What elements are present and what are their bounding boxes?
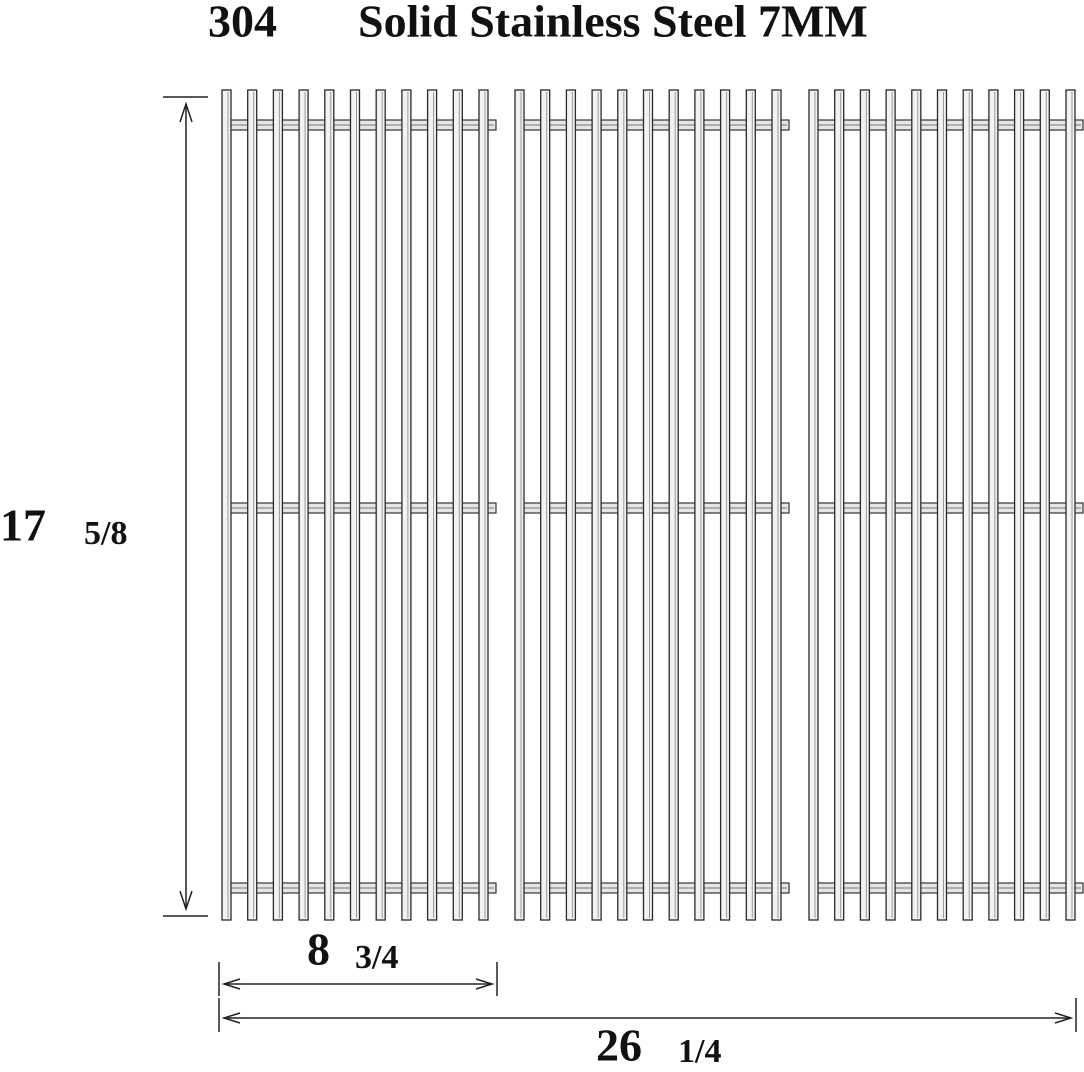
title-grade: 304 (208, 0, 277, 47)
rod (272, 89, 284, 921)
rod (745, 89, 756, 921)
panel-width-whole: 8 (307, 924, 330, 975)
rod (962, 89, 973, 921)
rod (694, 89, 705, 921)
total-width-whole: 26 (596, 1020, 642, 1071)
rod (375, 89, 386, 921)
rod (1065, 89, 1076, 921)
rod (1039, 89, 1050, 921)
rod (452, 89, 463, 921)
rod (1013, 89, 1025, 921)
rod (988, 89, 999, 921)
total-width-dimension: 26 1/4 (218, 998, 1077, 1071)
rod (591, 89, 602, 921)
rod (349, 89, 361, 921)
rod (808, 89, 819, 921)
height-whole: 17 (0, 500, 46, 551)
rod (514, 89, 525, 921)
rod (859, 89, 871, 921)
height-fraction: 5/8 (84, 515, 127, 552)
rod (771, 89, 782, 921)
rod (401, 89, 412, 921)
rod (540, 89, 551, 921)
dim-arrows (221, 1012, 1074, 1024)
rod (834, 89, 845, 921)
panel-width-fraction: 3/4 (355, 939, 398, 976)
rod (221, 89, 232, 921)
rod (885, 89, 896, 921)
height-dimension: 17 5/8 (0, 96, 208, 917)
rod (247, 89, 258, 921)
rod (426, 89, 438, 921)
grates (221, 89, 1084, 921)
panel-width-dimension: 8 3/4 (218, 924, 498, 996)
rod (936, 89, 948, 921)
rod (478, 89, 489, 921)
rod (642, 89, 654, 921)
title-text: Solid Stainless Steel 7MM (358, 0, 868, 47)
rod (668, 89, 679, 921)
rod (719, 89, 731, 921)
rod (617, 89, 628, 921)
dim-arrows (221, 978, 495, 990)
rod (298, 89, 309, 921)
rod (324, 89, 335, 921)
total-width-fraction: 1/4 (678, 1033, 721, 1070)
dim-arrows (179, 101, 193, 912)
rod (911, 89, 922, 921)
rod (565, 89, 577, 921)
